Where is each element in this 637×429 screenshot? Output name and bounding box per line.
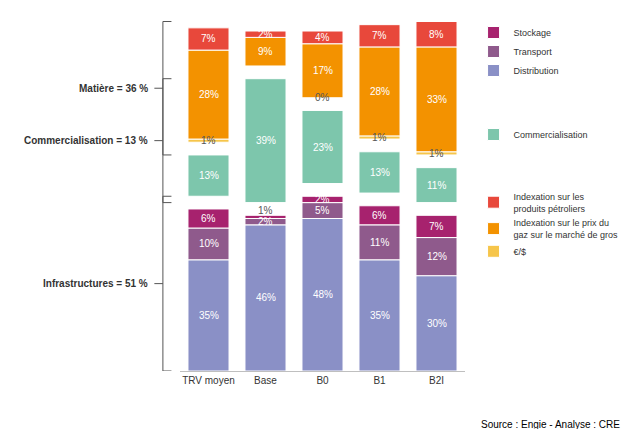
svg-text:13%: 13% — [199, 170, 219, 181]
svg-text:0%: 0% — [315, 92, 330, 103]
svg-text:9%: 9% — [258, 46, 273, 57]
svg-text:6%: 6% — [201, 213, 216, 224]
svg-text:Transport: Transport — [514, 47, 553, 57]
svg-text:17%: 17% — [313, 65, 333, 76]
svg-text:28%: 28% — [370, 86, 390, 97]
svg-text:B0: B0 — [316, 375, 329, 386]
svg-text:7%: 7% — [429, 221, 444, 232]
svg-text:Stockage: Stockage — [514, 28, 552, 38]
svg-text:1%: 1% — [429, 148, 444, 159]
svg-text:TRV moyen: TRV moyen — [182, 375, 235, 386]
svg-text:30%: 30% — [427, 318, 447, 329]
svg-text:8%: 8% — [429, 29, 444, 40]
svg-text:46%: 46% — [256, 292, 276, 303]
svg-text:€/$: €/$ — [514, 247, 527, 257]
svg-text:10%: 10% — [199, 238, 219, 249]
svg-text:39%: 39% — [256, 135, 276, 146]
svg-text:Commercialisation: Commercialisation — [514, 130, 588, 140]
svg-text:6%: 6% — [372, 210, 387, 221]
svg-text:7%: 7% — [372, 30, 387, 41]
svg-text:35%: 35% — [370, 310, 390, 321]
svg-text:B1: B1 — [373, 375, 386, 386]
svg-text:2%: 2% — [258, 29, 273, 40]
svg-text:1%: 1% — [201, 135, 216, 146]
svg-text:1%: 1% — [372, 132, 387, 143]
svg-text:Infrastructures = 51 %: Infrastructures = 51 % — [43, 278, 148, 289]
svg-text:4%: 4% — [315, 32, 330, 43]
svg-text:Base: Base — [254, 375, 277, 386]
svg-text:1%: 1% — [258, 205, 273, 216]
svg-text:33%: 33% — [427, 94, 447, 105]
svg-text:Indexation sur le prix dugaz s: Indexation sur le prix dugaz sur le marc… — [514, 218, 619, 240]
svg-text:Matière = 36 %: Matière = 36 % — [79, 83, 148, 94]
svg-text:B2I: B2I — [429, 375, 444, 386]
svg-text:Source : Engie - Analyse : CRE: Source : Engie - Analyse : CRE — [481, 419, 620, 429]
svg-text:2%: 2% — [315, 194, 330, 205]
svg-text:5%: 5% — [315, 205, 330, 216]
svg-text:Distribution: Distribution — [514, 66, 559, 76]
svg-text:7%: 7% — [201, 33, 216, 44]
svg-text:13%: 13% — [370, 167, 390, 178]
svg-text:Indexation sur lesproduits pét: Indexation sur lesproduits pétroliers — [514, 192, 586, 214]
svg-text:48%: 48% — [313, 289, 333, 300]
svg-text:2%: 2% — [258, 216, 273, 227]
svg-text:12%: 12% — [427, 251, 447, 262]
svg-text:28%: 28% — [199, 89, 219, 100]
svg-text:Commercialisation = 13 %: Commercialisation = 13 % — [24, 135, 148, 146]
svg-text:23%: 23% — [313, 142, 333, 153]
svg-text:35%: 35% — [199, 310, 219, 321]
svg-text:11%: 11% — [427, 180, 446, 191]
svg-text:11%: 11% — [370, 237, 389, 248]
